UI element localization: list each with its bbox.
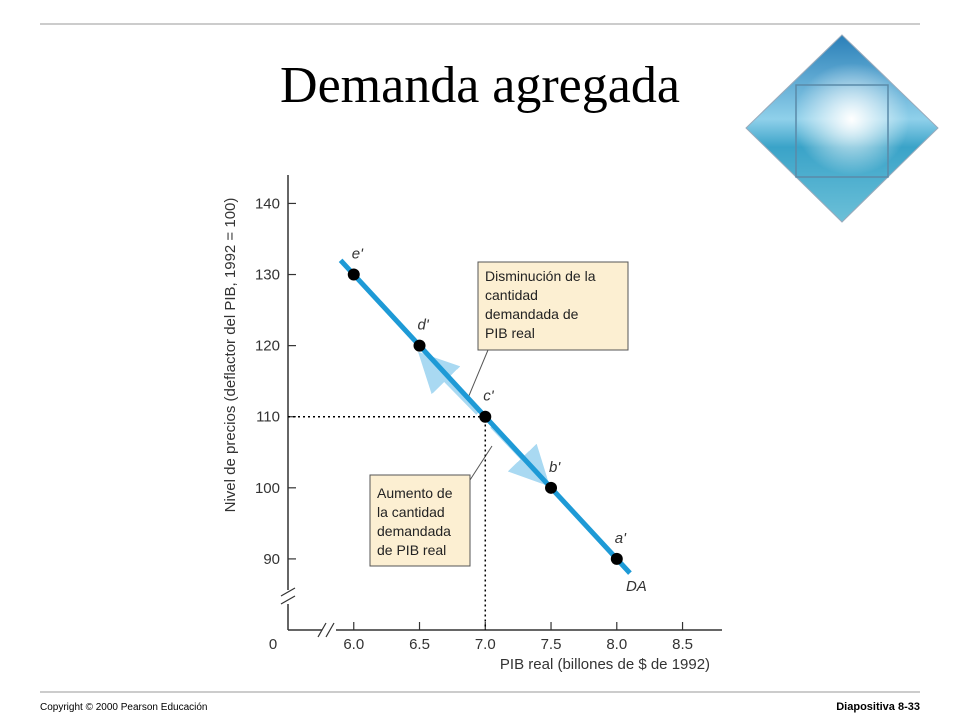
point: [413, 339, 426, 352]
y-tick-label: 110: [256, 409, 280, 426]
x-axis-label: PIB real (billones de $ de 1992): [500, 656, 710, 673]
origin-label: 0: [269, 636, 277, 653]
y-tick-label: 90: [263, 551, 280, 568]
point-label: a': [615, 530, 627, 547]
footer-right: Diapositiva 8-33: [836, 701, 920, 713]
decor-image: [745, 34, 939, 223]
x-tick-label: 7.5: [541, 636, 562, 653]
y-tick-label: 100: [255, 480, 280, 497]
x-tick-label: 7.0: [475, 636, 496, 653]
y-tick-label: 140: [255, 195, 280, 212]
point: [545, 481, 558, 494]
annotation-text: demandada: [377, 523, 451, 539]
annotation-box: [369, 261, 629, 567]
x-tick-label: 6.5: [409, 636, 430, 653]
footer-left: Copyright © 2000 Pearson Educación: [40, 702, 207, 713]
curve-label: DA: [626, 578, 647, 595]
annotation-text: la cantidad: [377, 504, 445, 520]
annotation-text: de PIB real: [377, 542, 446, 558]
axis-break: [280, 587, 296, 605]
annotation-text: PIB real: [485, 325, 535, 341]
axis-break: [317, 622, 335, 638]
point-label: c': [483, 388, 495, 405]
annotation-text: demandada de: [485, 306, 579, 322]
point: [347, 268, 360, 281]
y-tick-label: 120: [255, 338, 280, 355]
point-label: e': [352, 246, 364, 263]
x-tick-label: 8.5: [672, 636, 693, 653]
annotation-text: Aumento de: [377, 485, 453, 501]
point: [610, 552, 623, 565]
chart: 0 PIB real (billones de $ de 1992) Nivel…: [222, 175, 722, 673]
y-axis-label: Nivel de precios (deflactor del PIB, 199…: [222, 198, 239, 513]
point: [479, 410, 492, 423]
annotation-text: Disminución de la: [485, 268, 596, 284]
x-tick-label: 6.0: [343, 636, 364, 653]
x-tick-label: 8.0: [606, 636, 627, 653]
guide-lines: [288, 415, 487, 630]
slide-title: Demanda agregada: [280, 57, 680, 114]
annotation-text: cantidad: [485, 287, 538, 303]
y-tick-label: 130: [255, 267, 280, 284]
point-label: b': [549, 459, 561, 476]
point-label: d': [418, 317, 430, 334]
